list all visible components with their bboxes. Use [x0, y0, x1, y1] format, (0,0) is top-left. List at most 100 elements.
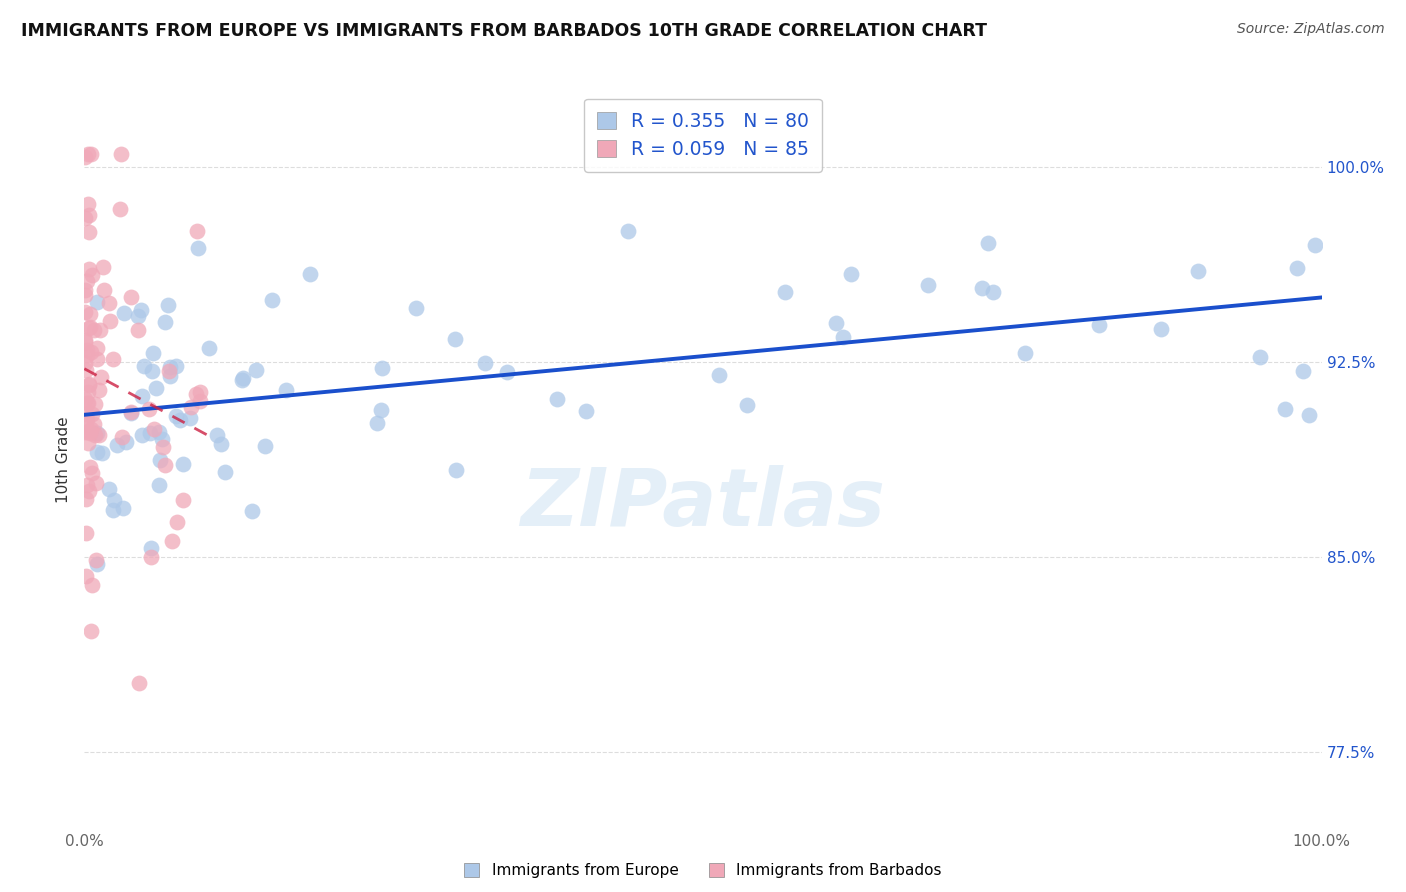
Point: [86, 557, 108, 571]
Point: [188, 394, 211, 409]
Legend: Immigrants from Europe, Immigrants from Barbados: Immigrants from Europe, Immigrants from …: [458, 857, 948, 884]
Point: [1298, 408, 1320, 422]
Point: [152, 440, 174, 454]
Point: [180, 401, 202, 415]
Point: [1150, 322, 1173, 336]
Point: [446, 463, 468, 477]
Point: [75, 525, 97, 540]
Point: [775, 285, 797, 300]
Point: [77, 320, 100, 334]
Point: [1014, 346, 1036, 360]
Point: [366, 417, 388, 431]
Point: [73, 425, 96, 440]
Point: [79, 425, 101, 440]
Point: [160, 533, 183, 548]
Point: [165, 359, 187, 373]
Point: [77, 225, 100, 239]
Point: [79, 319, 101, 334]
Point: [80, 344, 103, 359]
Point: [546, 392, 568, 406]
Point: [111, 430, 134, 444]
Point: [98, 295, 121, 310]
Point: [205, 428, 228, 442]
Point: [76, 396, 98, 410]
Point: [1187, 264, 1209, 278]
Point: [91, 260, 114, 274]
Point: [274, 383, 297, 397]
Point: [103, 492, 125, 507]
Point: [298, 267, 321, 281]
Point: [832, 330, 855, 344]
Point: [86, 425, 108, 440]
Point: [444, 332, 467, 346]
Point: [73, 284, 96, 298]
Point: [76, 395, 98, 409]
Point: [157, 364, 180, 378]
Point: [77, 196, 100, 211]
Point: [165, 409, 187, 424]
Point: [73, 305, 96, 319]
Point: [93, 283, 115, 297]
Point: [132, 359, 155, 373]
Point: [371, 360, 394, 375]
Point: [83, 417, 105, 431]
Point: [98, 314, 121, 328]
Point: [84, 397, 107, 411]
Point: [179, 410, 201, 425]
Point: [83, 428, 105, 442]
Point: [186, 223, 208, 237]
Point: [98, 482, 121, 496]
Point: [89, 323, 111, 337]
Point: [77, 483, 100, 498]
Point: [86, 351, 108, 366]
Point: [80, 624, 103, 638]
Point: [156, 298, 179, 312]
Point: [155, 458, 177, 472]
Point: [1274, 402, 1296, 417]
Point: [575, 404, 598, 418]
Point: [101, 352, 124, 367]
Point: [1088, 318, 1111, 333]
Point: [1305, 237, 1327, 252]
Point: [129, 303, 152, 318]
Point: [127, 322, 149, 336]
Point: [1292, 363, 1315, 377]
Point: [120, 290, 142, 304]
Point: [616, 224, 638, 238]
Point: [75, 407, 97, 421]
Point: [77, 436, 100, 450]
Point: [232, 371, 254, 385]
Point: [131, 388, 153, 402]
Point: [76, 343, 98, 357]
Legend: R = 0.355   N = 80, R = 0.059   N = 85: R = 0.355 N = 80, R = 0.059 N = 85: [583, 99, 823, 172]
Point: [75, 335, 97, 350]
Point: [187, 241, 209, 255]
Point: [184, 387, 207, 401]
Point: [169, 413, 191, 427]
Point: [128, 675, 150, 690]
Point: [87, 384, 110, 398]
Point: [405, 301, 427, 316]
Point: [84, 552, 107, 566]
Point: [80, 268, 103, 282]
Point: [209, 437, 232, 451]
Point: [254, 438, 277, 452]
Point: [73, 356, 96, 370]
Point: [79, 425, 101, 439]
Point: [127, 309, 149, 323]
Point: [145, 381, 167, 395]
Point: [141, 364, 163, 378]
Point: [370, 403, 392, 417]
Point: [148, 425, 170, 439]
Point: [76, 347, 98, 361]
Point: [240, 504, 263, 518]
Point: [474, 356, 496, 370]
Point: [981, 285, 1004, 299]
Point: [172, 492, 194, 507]
Point: [86, 341, 108, 355]
Point: [108, 202, 131, 216]
Point: [75, 569, 97, 583]
Point: [496, 365, 519, 379]
Point: [150, 432, 173, 446]
Point: [917, 278, 939, 293]
